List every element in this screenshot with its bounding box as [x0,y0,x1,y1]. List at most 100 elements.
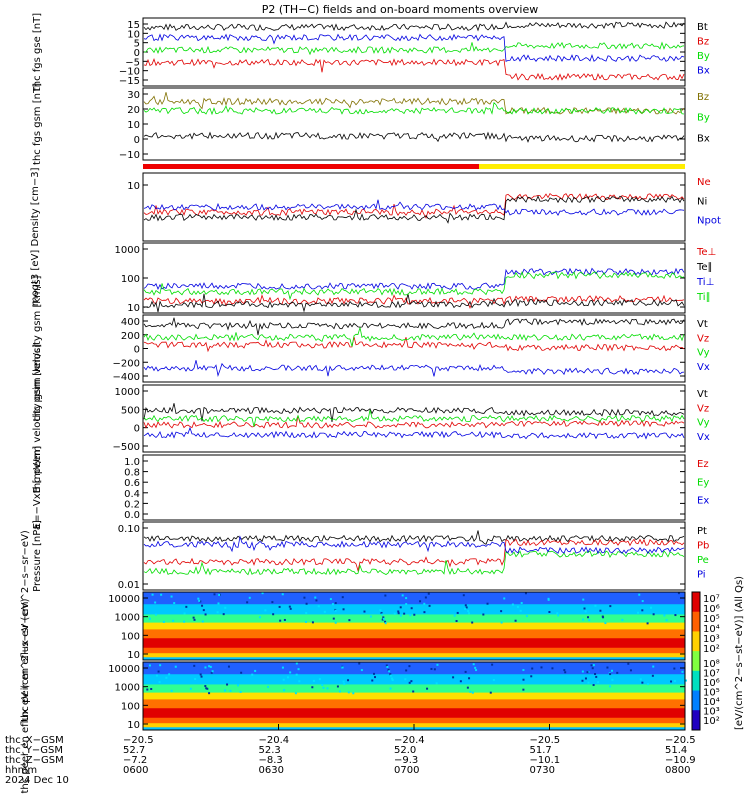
colorbar-title: [eV/(cm^2−s−st−eV)] (All Qs) [734,576,745,730]
spec-speck [646,683,649,686]
spec-speck [597,681,600,684]
spec-speck [503,597,506,600]
spec-speck [170,595,173,598]
spec-speck [239,690,242,693]
footer-value: −20.5 [123,735,154,746]
spec-speck [332,617,335,620]
panel-frame [142,521,686,591]
spec-speck [347,679,350,682]
colorbar-frame [691,591,701,731]
spec-speck [455,620,458,623]
spec-speck [547,598,550,601]
spec-speck [609,673,612,676]
colorbar-tick-ion: 10³ [703,634,720,645]
trace-Vx [143,360,685,378]
spec-speck [193,618,196,621]
spec-speck [524,592,527,595]
spec-speck [471,691,474,694]
footer-row-label: thc_X−GSM [5,735,64,746]
footer-value: 51.7 [530,745,552,756]
spec-speck [338,690,341,693]
spec-speck [609,685,612,688]
chart-title: P2 (TH−C) fields and on-board moments ov… [262,3,538,16]
spec-speck [419,600,422,603]
y-tick-label: 0 [134,345,140,356]
y-tick-label: 0.01 [118,580,140,591]
footer-value: −10.1 [530,755,561,766]
spec-speck [240,671,243,674]
trace-Vx [143,426,685,440]
spec-speck [673,667,676,670]
spec-speck [278,605,281,608]
legend-Pt: Pt [697,526,707,537]
spec-speck [199,673,202,676]
spec-speck [467,610,470,613]
spec-speck [427,592,430,595]
spec-speck [403,612,406,615]
legend-Vy: Vy [697,418,710,429]
spec-band [143,699,685,709]
spec-speck [563,669,566,672]
trace-Pe [143,550,685,576]
panel-temperature: 1000 100 10 moqt3 [eV] Te⊥ Te∥ Ti⊥ Ti∥ [30,242,716,314]
trace-Vt [143,317,685,336]
spec-speck [334,621,337,624]
spec-speck [246,601,249,604]
spec-speck [146,688,149,691]
spec-speck [267,685,270,688]
spec-speck [303,596,306,599]
spec-speck [492,678,495,681]
spec-band [143,614,685,624]
spec-speck [651,674,654,677]
spec-speck [410,680,413,683]
spec-speck [581,679,584,682]
colorbar-swatch [692,592,700,612]
spec-speck [317,605,320,608]
spec-speck [410,607,413,610]
spec-band [143,692,685,700]
trace-Pt [143,530,685,545]
y-tick-label: 400 [121,317,140,328]
y-tick-label: 0 [134,135,140,146]
spec-speck [170,689,173,692]
trace-Pi [143,535,685,555]
spec-speck [305,611,308,614]
spec-speck [208,692,211,695]
footer-row-label: 2024 Dec 10 [5,775,69,786]
spec-speck [530,675,533,678]
spec-speck [646,622,649,625]
y-tick-label: 0 [134,48,140,59]
spec-speck [540,666,543,669]
spec-speck [621,618,624,621]
spec-speck [369,615,372,618]
spec-speck [341,596,344,599]
colorbar-tick-ion: 10⁷ [703,594,720,605]
panel-peir_spec: 10000 1000 100 10 thc peir en eflux eV (cm^2… [20,530,686,722]
spec-speck [670,680,673,683]
spec-band [143,708,685,719]
spec-speck [204,613,207,616]
trace-Te∥ [143,293,685,313]
colorbar-swatch [692,611,700,632]
panel-peim_velocity: 400 200 0 −200 −400 thc peim velocity gsm [km… [32,276,710,422]
spec-speck [582,618,585,621]
spec-speck [331,603,334,606]
spec-speck [312,679,315,682]
spec-speck [462,594,465,597]
footer-value: 0600 [123,765,148,776]
spec-speck [380,612,383,615]
spec-speck [155,674,158,677]
footer-value: 0730 [530,765,555,776]
y-tick-label: 0.10 [118,524,140,535]
spec-speck [154,613,157,616]
spec-speck [641,681,644,684]
spec-speck [226,683,229,686]
spec-speck [358,662,361,665]
y-tick-label: 30 [127,90,140,101]
spec-speck [609,605,612,608]
spec-speck [475,669,478,672]
spec-band [143,647,685,654]
spec-speck [629,669,632,672]
spec-speck [183,620,186,623]
